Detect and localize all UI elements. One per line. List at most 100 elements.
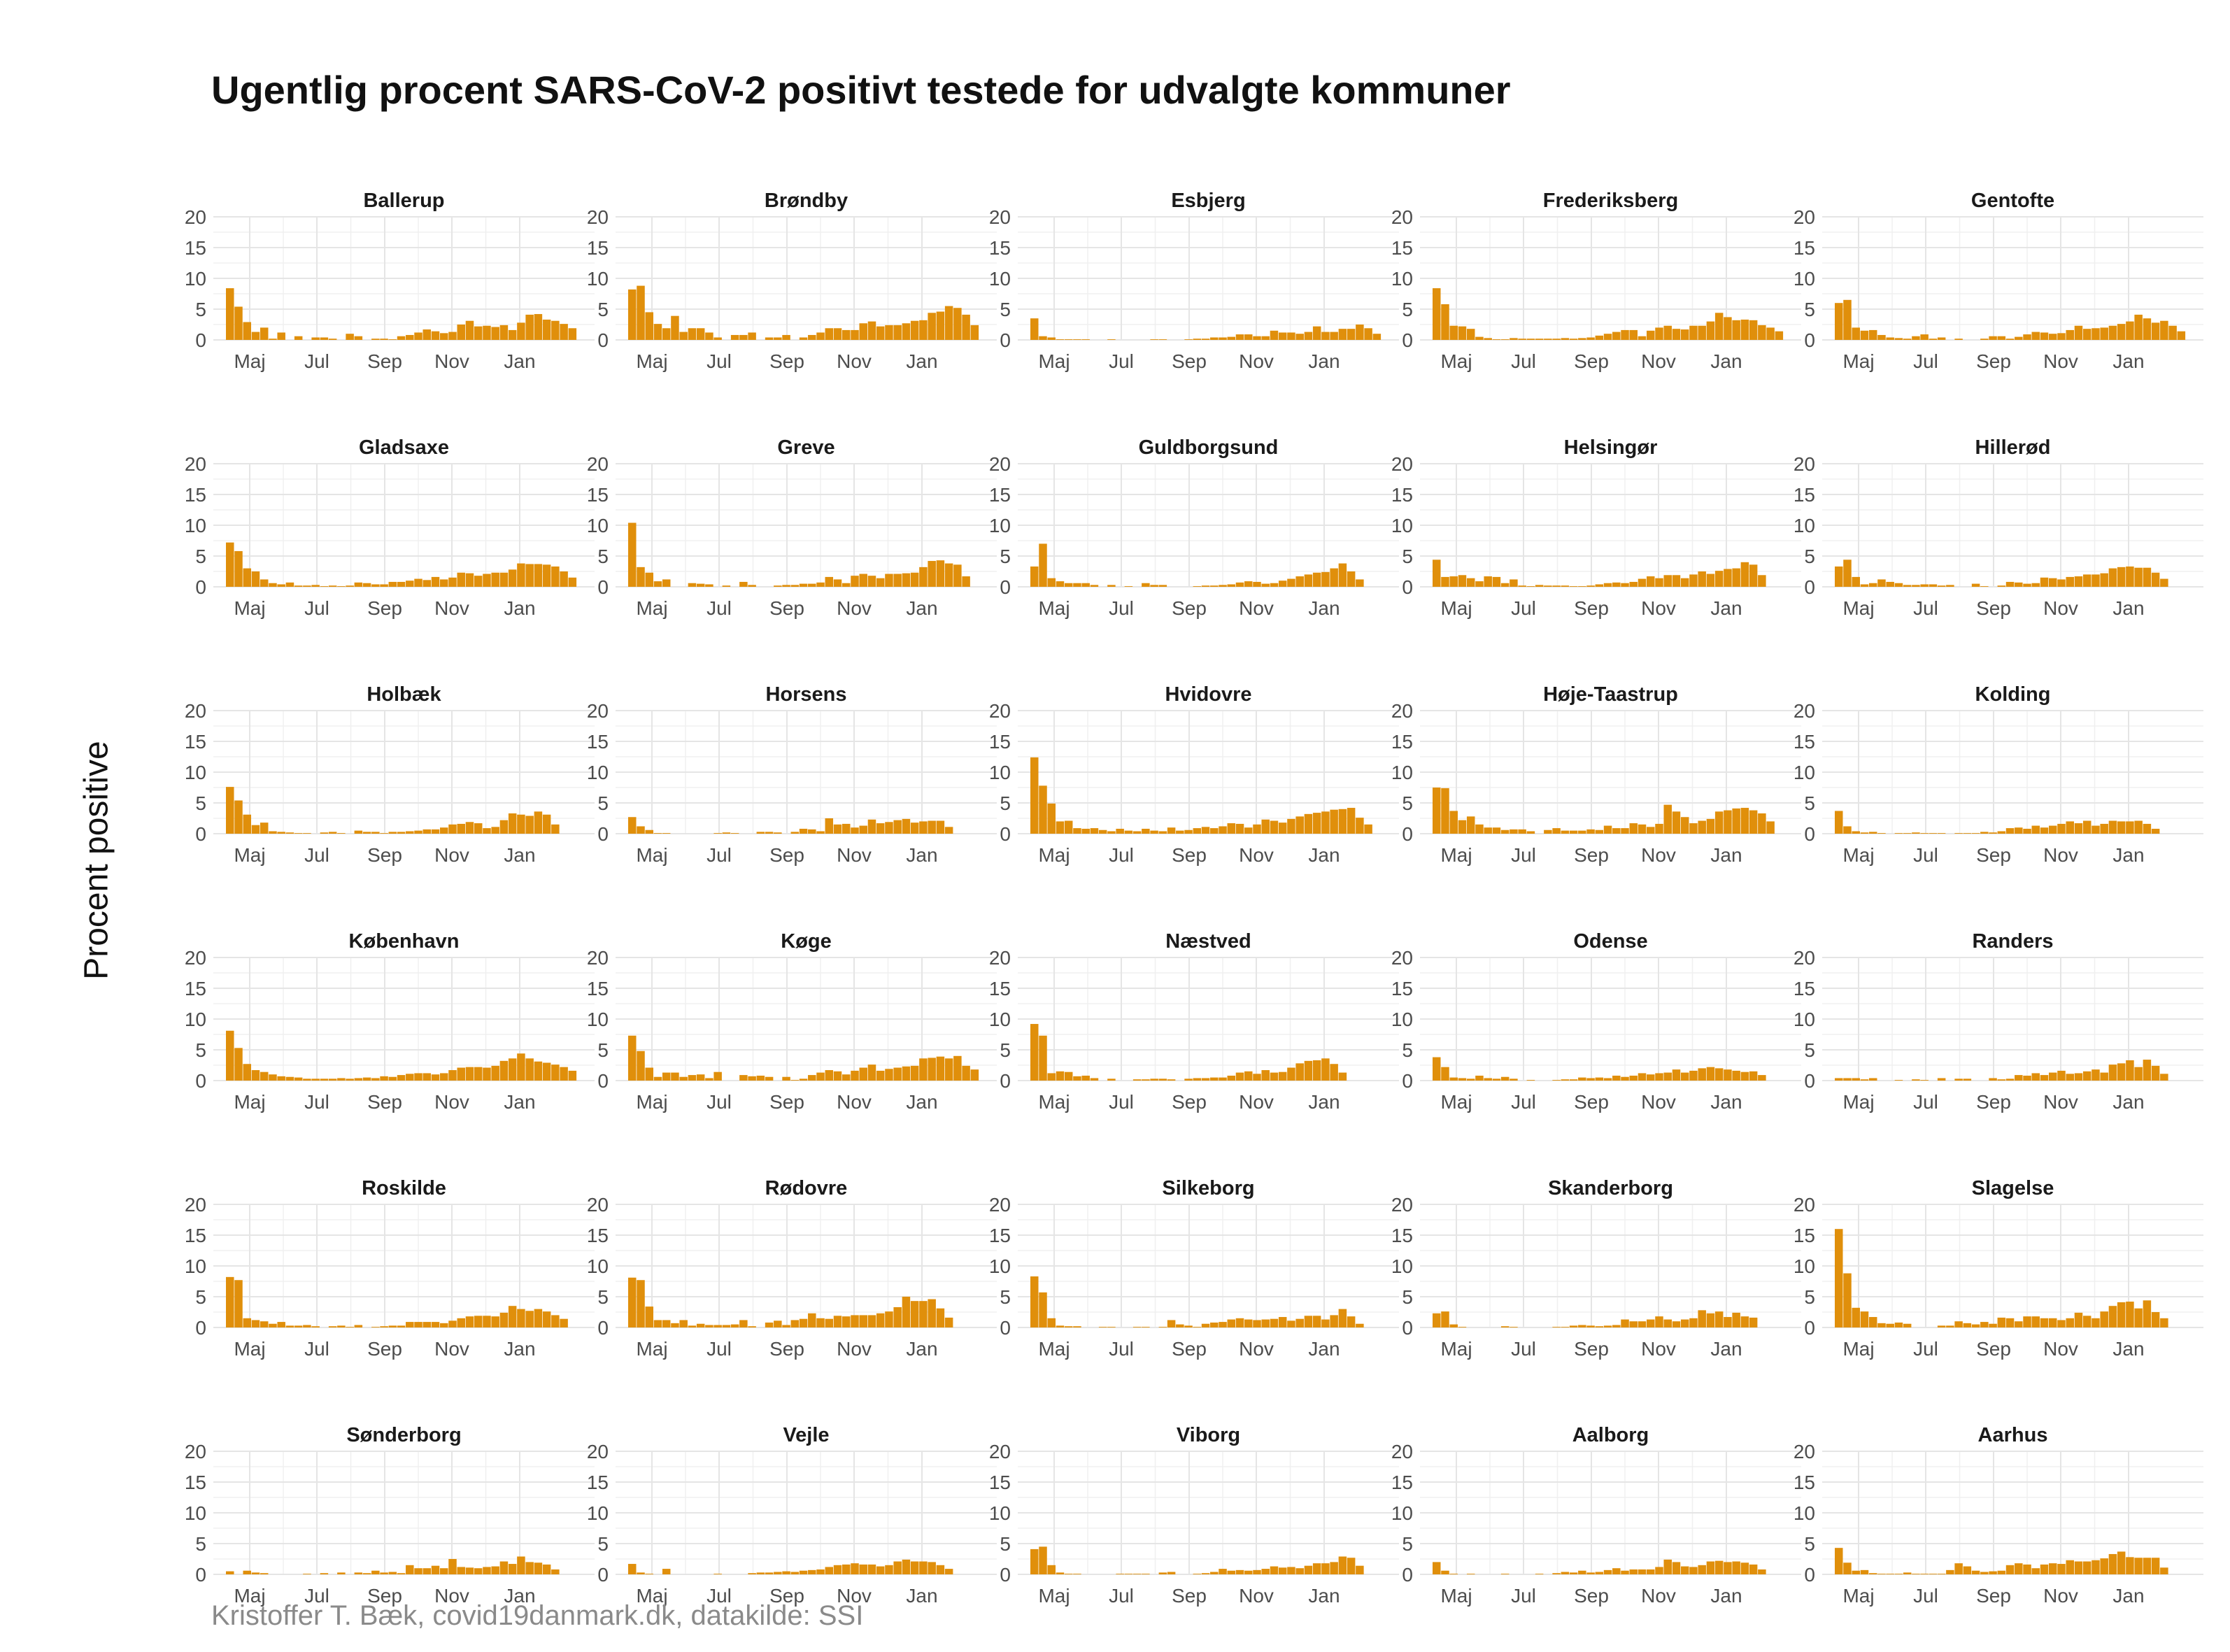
x-tick-label: Sep	[367, 597, 402, 619]
bar	[337, 1078, 346, 1081]
bar	[1655, 823, 1663, 834]
bar	[1706, 321, 1715, 340]
y-tick-label: 5	[195, 299, 206, 320]
facet-label: Frederiksberg	[1543, 190, 1678, 212]
bar	[1227, 1319, 1236, 1327]
bar	[876, 578, 885, 587]
bar	[1647, 576, 1655, 587]
bar	[1963, 1078, 1972, 1081]
y-tick-label: 10	[1794, 762, 1815, 783]
bar	[1980, 1572, 1989, 1574]
bar	[1475, 336, 1484, 340]
bar	[1338, 1309, 1347, 1327]
bar	[1758, 325, 1766, 340]
y-tick-label: 15	[989, 1472, 1011, 1493]
y-tick-label: 15	[1794, 1225, 1815, 1246]
bar	[1663, 1319, 1672, 1327]
bar	[1552, 1573, 1561, 1574]
facet-panel: Frederiksberg 0 5 10 15 20 Maj Jul Sep Nov Jan	[1391, 190, 1801, 372]
bar	[1492, 339, 1501, 340]
bar	[234, 306, 243, 340]
bar	[1989, 1078, 1997, 1081]
bar	[628, 289, 637, 340]
bar	[2005, 581, 2015, 587]
x-tick-label: Sep	[1172, 1585, 1207, 1607]
bar	[551, 1064, 560, 1081]
bar	[534, 1309, 543, 1327]
bar	[337, 833, 346, 834]
y-tick-label: 20	[1794, 700, 1815, 722]
bar	[1638, 824, 1647, 834]
bar	[1860, 330, 1869, 340]
bar	[440, 1073, 448, 1081]
bar	[1612, 1075, 1621, 1081]
bar	[542, 1062, 551, 1081]
bar	[876, 326, 885, 340]
bar	[1107, 831, 1116, 834]
x-tick-label: Nov	[1239, 1585, 1274, 1607]
bar	[1740, 1316, 1749, 1327]
bar	[919, 1561, 928, 1574]
bar	[2117, 821, 2126, 834]
bar	[1219, 585, 1227, 587]
bar	[953, 564, 962, 587]
bar	[285, 832, 294, 834]
bar	[902, 1066, 911, 1081]
bar	[474, 823, 483, 834]
facet-label: København	[349, 930, 460, 953]
bar	[637, 285, 645, 340]
bar	[2057, 1320, 2066, 1327]
facet-label: Køge	[781, 930, 832, 953]
bar	[1184, 829, 1193, 834]
bar	[243, 814, 251, 834]
bar	[893, 820, 902, 834]
bar	[380, 833, 388, 834]
y-tick-label: 10	[989, 1502, 1011, 1524]
bar	[1903, 585, 1912, 587]
bar	[2015, 1563, 2023, 1574]
facet-panel: Viborg 0 5 10 15 20 Maj Jul Sep Nov Jan	[989, 1424, 1399, 1607]
bar	[765, 337, 774, 340]
y-tick-label: 15	[1391, 731, 1413, 753]
y-tick-label: 20	[989, 947, 1011, 969]
bar	[251, 825, 260, 834]
bar	[1578, 586, 1586, 587]
y-tick-label: 0	[1804, 576, 1815, 598]
y-tick-label: 15	[587, 237, 609, 259]
bar	[1056, 1071, 1065, 1081]
bar	[1647, 330, 1655, 340]
bar	[1929, 339, 1938, 340]
y-tick-label: 20	[185, 700, 206, 722]
bar	[1064, 1071, 1073, 1081]
bar	[1672, 1069, 1681, 1081]
bar	[1578, 1325, 1586, 1327]
bar	[1868, 583, 1877, 587]
bar	[1578, 1570, 1586, 1574]
bar	[1647, 1074, 1655, 1081]
facet-panel: Slagelse 0 5 10 15 20 Maj Jul Sep Nov Jan	[1794, 1177, 2203, 1360]
bar	[1852, 1078, 1860, 1081]
bar	[1433, 1057, 1441, 1081]
bar	[867, 1315, 876, 1327]
y-tick-label: 5	[195, 1286, 206, 1308]
bar	[1989, 1323, 1997, 1327]
bar	[1835, 811, 1843, 834]
bar	[354, 582, 363, 587]
facet-panel: Ballerup 0 5 10 15 20 Maj Jul Sep Nov Jan	[185, 190, 595, 372]
x-tick-label: Jul	[1913, 1091, 1938, 1113]
bar	[397, 832, 406, 834]
bar	[328, 1326, 337, 1327]
facet-panel: Næstved 0 5 10 15 20 Maj Jul Sep Nov Jan	[989, 930, 1399, 1113]
bar	[1116, 828, 1124, 834]
source-caption: Kristoffer T. Bæk, covid19danmark.dk, da…	[211, 1600, 864, 1631]
x-tick-label: Jan	[906, 1091, 937, 1113]
bar	[1963, 833, 1972, 834]
facet-label: Greve	[777, 436, 835, 459]
bar	[2151, 1065, 2160, 1081]
bar	[851, 1315, 859, 1327]
facet-label: Odense	[1573, 930, 1647, 953]
bar	[1500, 583, 1510, 587]
bar	[1047, 1565, 1056, 1574]
bar	[1287, 332, 1295, 340]
